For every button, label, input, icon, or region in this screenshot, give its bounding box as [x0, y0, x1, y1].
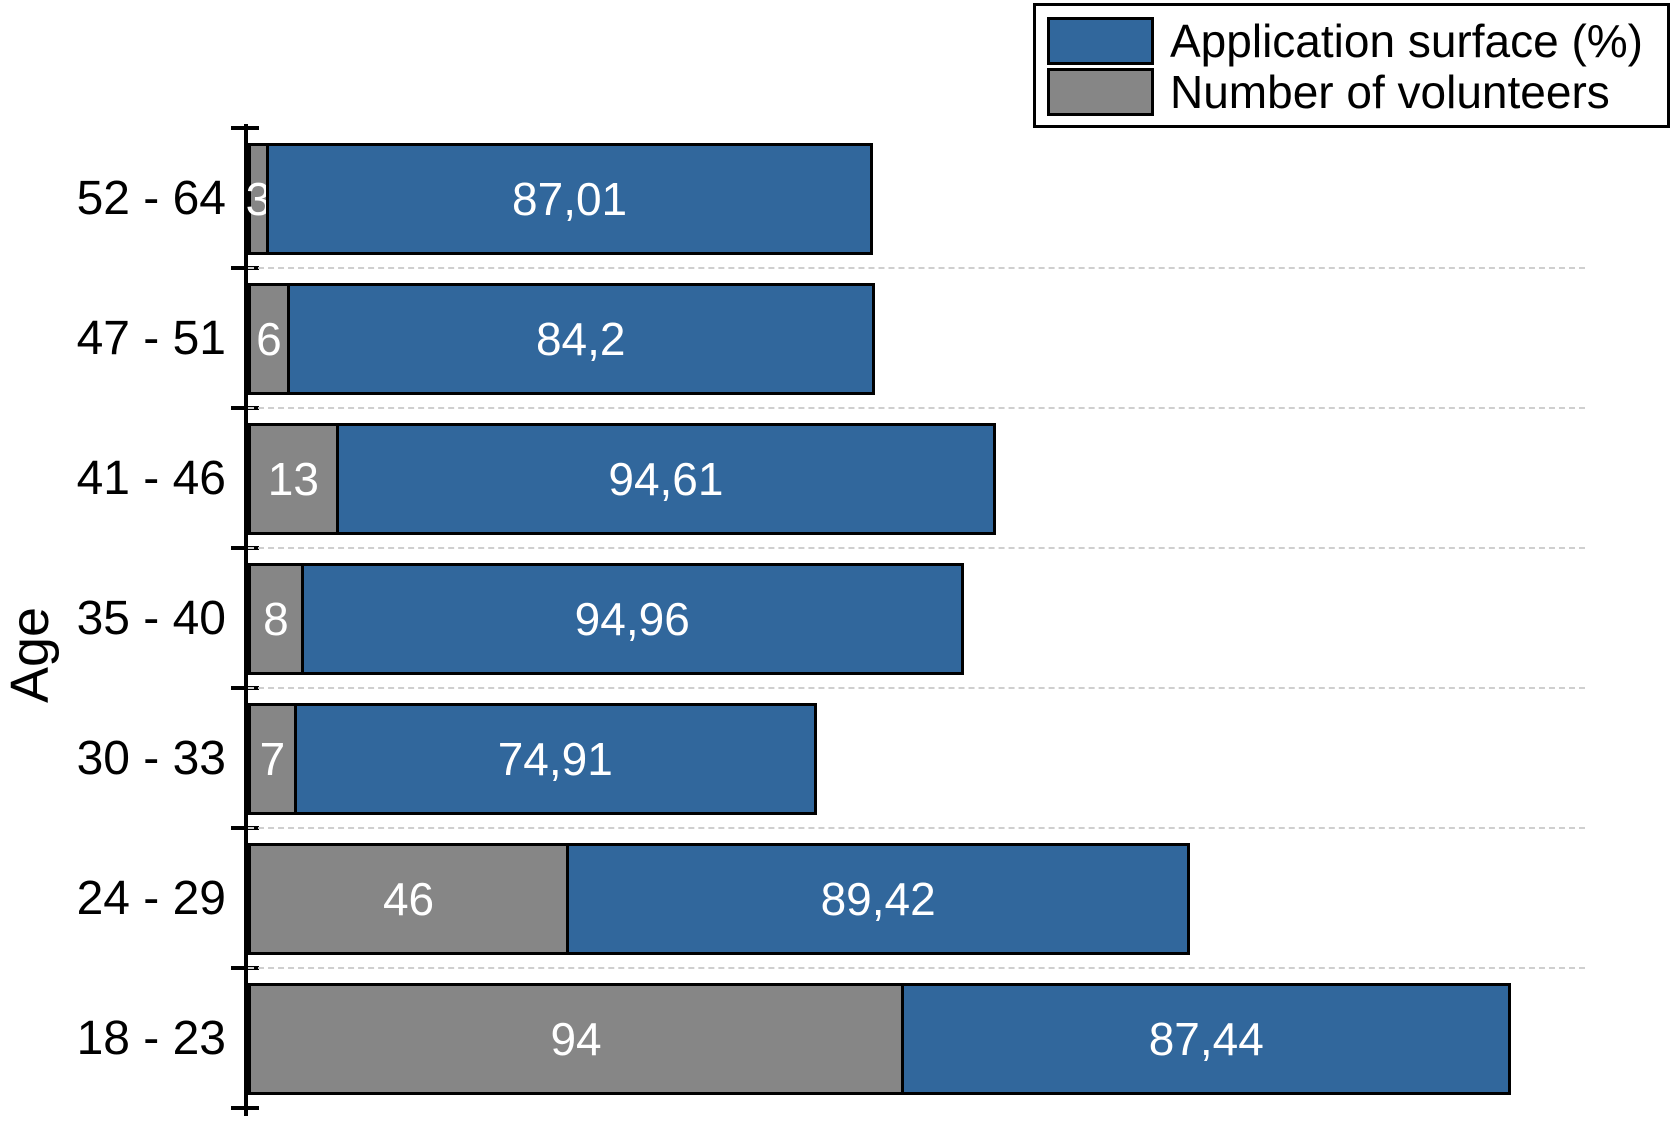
bar-row: 46 89,42	[248, 843, 1191, 955]
value-label-application-surface: 89,42	[820, 873, 936, 925]
category-label: 47 - 51	[76, 311, 226, 365]
bar-segment-application-surface: 94,96	[300, 563, 964, 675]
category-label: 18 - 23	[76, 1011, 226, 1065]
value-label-volunteers: 13	[267, 453, 319, 505]
value-label-application-surface: 74,91	[497, 733, 613, 785]
bar-segment-volunteers: 13	[248, 423, 339, 535]
value-label-volunteers: 8	[263, 593, 289, 645]
y-axis-line	[244, 124, 248, 1116]
y-axis-tick	[231, 686, 259, 690]
bar-segment-application-surface: 89,42	[566, 843, 1191, 955]
category-label: 41 - 46	[76, 451, 226, 505]
y-axis-tick	[231, 406, 259, 410]
bar-segment-application-surface: 87,44	[901, 983, 1512, 1095]
row-separator-gridline	[248, 407, 1585, 409]
row-separator-gridline	[248, 687, 1585, 689]
legend-entry-volunteers: Number of volunteers	[1047, 67, 1657, 118]
y-axis-tick	[231, 546, 259, 550]
value-label-application-surface: 94,96	[574, 593, 690, 645]
legend-label-volunteers: Number of volunteers	[1170, 65, 1610, 118]
legend-swatch-volunteers-icon	[1047, 67, 1154, 116]
bar-row: 8 94,96	[248, 563, 964, 675]
bar-row: 94 87,44	[248, 983, 1512, 1095]
bar-row: 7 74,91	[248, 703, 817, 815]
bar-row: 6 84,2	[248, 283, 875, 395]
bar-segment-application-surface: 74,91	[293, 703, 817, 815]
legend: Application surface (%) Number of volunt…	[1033, 3, 1670, 128]
row-separator-gridline	[248, 967, 1585, 969]
y-axis-tick	[231, 126, 259, 130]
value-label-application-surface: 87,01	[512, 173, 628, 225]
row-separator-gridline	[248, 827, 1585, 829]
bar-segment-volunteers: 8	[248, 563, 304, 675]
bar-row: 3 87,01	[246, 143, 874, 255]
category-label: 30 - 33	[76, 731, 226, 785]
bar-segment-application-surface: 84,2	[286, 283, 875, 395]
legend-label-application-surface: Application surface (%)	[1170, 15, 1643, 68]
value-label-application-surface: 87,44	[1148, 1013, 1264, 1065]
y-axis-tick	[231, 1106, 259, 1110]
value-label-volunteers: 6	[256, 313, 282, 365]
category-label: 35 - 40	[76, 591, 226, 645]
value-label-application-surface: 84,2	[535, 313, 626, 365]
value-label-volunteers: 46	[382, 873, 435, 925]
y-axis-tick	[231, 966, 259, 970]
category-label: 52 - 64	[76, 171, 226, 225]
bar-segment-volunteers: 94	[248, 983, 905, 1095]
value-label-volunteers: 7	[259, 733, 286, 785]
row-separator-gridline	[248, 267, 1585, 269]
bar-row: 13 94,61	[248, 423, 997, 535]
y-axis-tick	[231, 826, 259, 830]
bar-segment-volunteers: 7	[248, 703, 297, 815]
row-separator-gridline	[248, 547, 1585, 549]
bar-segment-volunteers: 46	[248, 843, 570, 955]
legend-swatch-application-surface-icon	[1047, 17, 1154, 66]
legend-entry-application-surface: Application surface (%)	[1047, 16, 1657, 67]
value-label-volunteers: 94	[550, 1013, 602, 1065]
y-axis-tick	[231, 266, 259, 270]
bar-segment-application-surface: 87,01	[265, 143, 874, 255]
bar-segment-application-surface: 94,61	[335, 423, 997, 535]
bar-segment-volunteers: 6	[248, 283, 290, 395]
category-label: 24 - 29	[76, 871, 226, 925]
value-label-application-surface: 94,61	[608, 453, 724, 505]
